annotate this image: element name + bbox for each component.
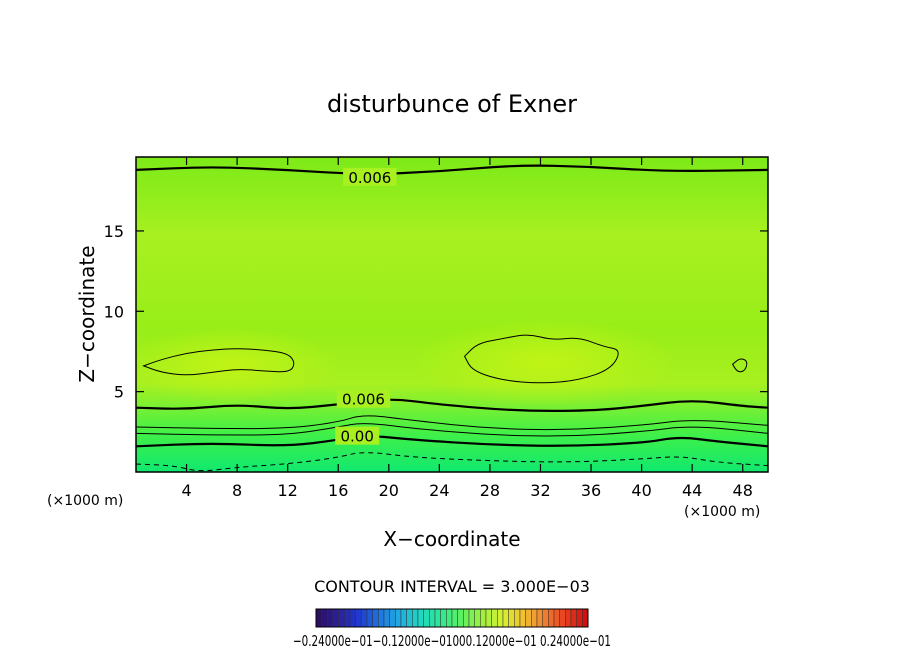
colorbar-cell-44 [559,608,566,628]
colorbar-cell-33 [497,608,504,628]
colorbar-cell-36 [514,608,521,628]
core-blob-left [136,327,340,403]
colorbar-cell-18 [412,608,419,628]
contour-line-6 [136,452,768,472]
colorbar-cell-3 [327,608,334,628]
contour-labels: 0.006 0.006 0.00 [335,167,397,446]
x-tick-label-20: 20 [379,481,399,500]
colorbar-cell-4 [332,608,339,628]
colorbar-cell-31 [485,608,492,628]
colorbar-cell-29 [474,608,481,628]
x-axis-ticks: 4 8 12 16 20 24 28 32 36 40 44 48 [181,157,753,500]
colorbar-cell-17 [406,608,413,628]
colorbar-cell-32 [491,608,498,628]
colorbar-cell-12 [378,608,385,628]
colorbar-cell-11 [372,608,379,628]
colorbar-cell-16 [400,608,407,628]
y-axis-ticks: 5 10 15 [104,222,768,402]
colorbar-cell-8 [355,608,362,628]
colorbar-cell-26 [457,608,464,628]
x-tick-label-48: 48 [733,481,753,500]
contour-field [136,157,768,472]
colorbar-cell-7 [349,608,356,628]
x-tick-label-32: 32 [530,481,550,500]
contour-line-4 [136,423,768,437]
closed-contour-3 [731,358,748,373]
x-tick-label-28: 28 [480,481,500,500]
colorbar-cell-5 [338,608,345,628]
colorbar-cell-22 [434,608,441,628]
plot-area [136,157,768,472]
colorbar-cell-34 [502,608,509,628]
colorbar-cell-10 [366,608,373,628]
colorbar-cell-45 [565,608,572,628]
colorbar-frame [315,608,589,628]
colorbar-cell-40 [536,608,543,628]
y-tick-label-15: 15 [104,222,124,241]
contour-label-bg-1 [343,167,397,186]
colorbar-cell-46 [570,608,577,628]
closed-contour-2 [463,334,619,384]
y-tick-label-10: 10 [104,302,124,321]
colorbar-cell-9 [361,608,368,628]
chart-title: disturbunce of Exner [327,90,577,118]
y-axis-label: Z−coordinate [75,245,99,382]
contour-interval-text: CONTOUR INTERVAL = 3.000E−03 [314,577,590,596]
contour-label-3: 0.00 [340,428,373,446]
y-tick-label-5: 5 [114,383,124,402]
x-tick-label-36: 36 [581,481,601,500]
x-tick-label-4: 4 [181,481,191,500]
colorbar [315,608,589,628]
colorbar-cell-15 [395,608,402,628]
contour-label-1: 0.006 [348,169,391,187]
colorbar-cell-37 [519,608,526,628]
contour-line-3 [136,415,768,431]
closed-contour-1 [142,348,295,376]
x-unit-right: (×1000 m) [684,504,760,520]
colorbar-labels: −0.24000e−01−0.12000e−01000.12000e−01 0.… [293,632,611,650]
colorbar-cell-20 [423,608,430,628]
colorbar-cell-43 [553,608,560,628]
plot-frame [135,156,769,473]
colorbar-cell-35 [508,608,515,628]
x-tick-label-40: 40 [631,481,651,500]
colorbar-cell-41 [542,608,549,628]
contour-line-5 [136,435,768,448]
colorbar-cell-28 [468,608,475,628]
colorbar-cell-21 [429,608,436,628]
colorbar-cell-48 [582,608,589,628]
x-tick-label-8: 8 [232,481,242,500]
colorbar-cell-30 [480,608,487,628]
contour-line-2 [136,398,768,413]
x-tick-label-12: 12 [278,481,298,500]
colorbar-cell-47 [576,608,583,628]
x-unit-left: (×1000 m) [47,493,123,509]
colorbar-cell-39 [531,608,538,628]
colorbar-cell-13 [383,608,390,628]
colorbar-cell-1 [315,608,322,628]
contour-label-bg-2 [336,389,391,408]
x-tick-label-44: 44 [682,481,702,500]
contour-label-2: 0.006 [342,391,385,409]
colorbar-cell-23 [440,608,447,628]
contour-lines [136,164,768,472]
core-blob-right [415,317,675,407]
contour-line-1 [136,164,768,175]
x-tick-label-16: 16 [328,481,348,500]
colorbar-cell-42 [548,608,555,628]
x-axis-label: X−coordinate [383,527,520,551]
contour-label-bg-3 [335,426,380,445]
colorbar-cell-19 [417,608,424,628]
colorbar-cell-24 [446,608,453,628]
colorbar-cell-38 [525,608,532,628]
colorbar-cell-14 [389,608,396,628]
colorbar-cell-2 [321,608,328,628]
colorbar-cell-6 [344,608,351,628]
colorbar-cell-25 [451,608,458,628]
x-tick-label-24: 24 [429,481,449,500]
colorbar-cell-27 [463,608,470,628]
